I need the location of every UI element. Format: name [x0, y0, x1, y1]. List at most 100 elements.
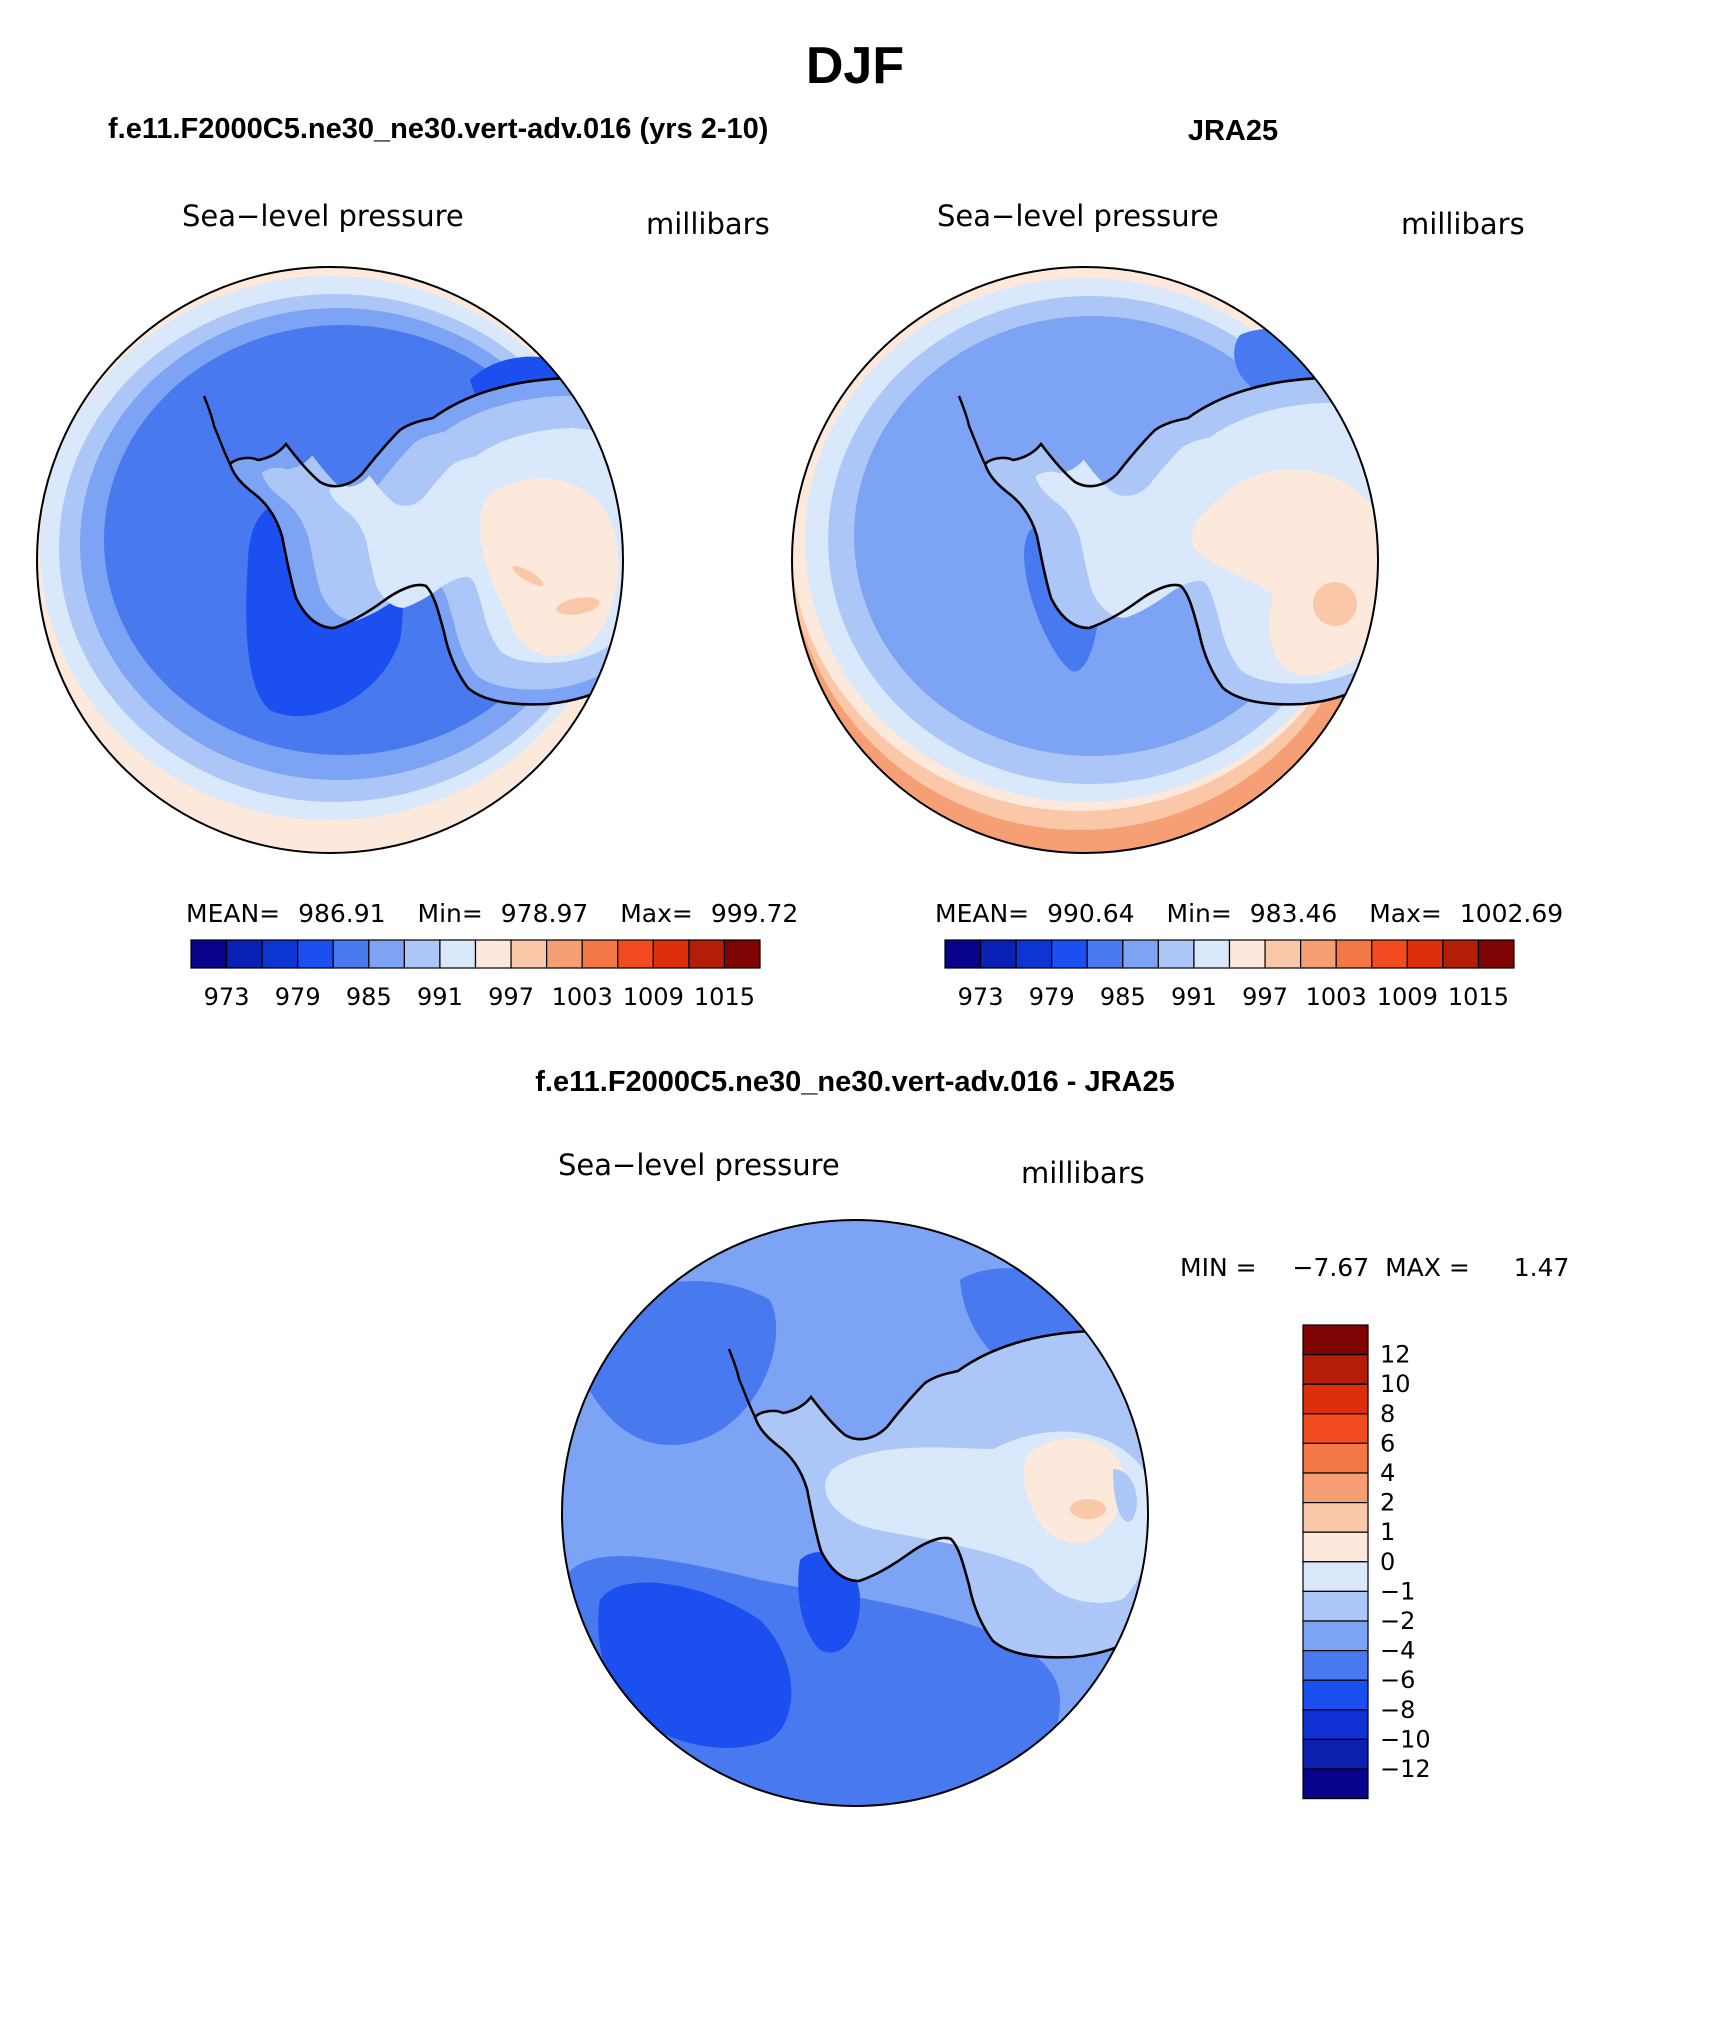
- model-colorbar-box: [225, 939, 263, 969]
- model-colorbar-box: [261, 939, 299, 969]
- obs-colorbar-box: [1300, 939, 1337, 969]
- model-colorbar-tick-label: 985: [346, 983, 392, 1011]
- obs-colorbar-tick-label: 985: [1100, 983, 1146, 1011]
- diff-colorbar-tick-label: 10: [1380, 1370, 1411, 1398]
- model-panel: Sea−level pressure millibars: [36, 199, 798, 1011]
- obs-mean-value: 990.64: [1047, 899, 1134, 928]
- model-colorbar-box: [474, 939, 512, 969]
- diff-colorbar-box: [1302, 1531, 1369, 1563]
- obs-colorbar-box: [1264, 939, 1302, 969]
- model-units-label: millibars: [646, 207, 770, 241]
- diff-colorbar-tick-label: 8: [1380, 1400, 1395, 1428]
- model-colorbar-box: [617, 939, 654, 969]
- diff-colorbar-box: [1302, 1649, 1369, 1681]
- obs-panel: Sea−level pressure millibars MEAN=: [791, 199, 1563, 1011]
- model-colorbar-box: [581, 939, 619, 969]
- model-colorbar-box: [403, 939, 441, 969]
- diff-colorbar-box: [1302, 1590, 1369, 1622]
- model-colorbar-box: [297, 939, 334, 969]
- model-colorbar-box: [510, 939, 548, 969]
- obs-colorbar-box: [1406, 939, 1444, 969]
- diff-panel: Sea−level pressure millibars MIN = −7.67: [558, 1148, 1569, 1807]
- diff-colorbar-tick-label: −12: [1380, 1755, 1431, 1783]
- diff-colorbar-box: [1302, 1738, 1369, 1770]
- obs-min-label: Min=: [1167, 899, 1232, 928]
- diff-colorbar-box: [1302, 1768, 1369, 1800]
- model-colorbar-box: [723, 939, 761, 969]
- model-colorbar-ticks: 973 979 985 991 997 1003 1009 1015: [204, 983, 755, 1011]
- diff-variable-label: Sea−level pressure: [558, 1148, 840, 1182]
- obs-colorbar-tick-label: 1003: [1306, 983, 1367, 1011]
- season-title: DJF: [806, 37, 904, 95]
- obs-colorbar-box: [1015, 939, 1053, 969]
- diff-min-value: −7.67: [1293, 1253, 1370, 1282]
- obs-units-label: millibars: [1401, 207, 1525, 241]
- diff-colorbar-tick-label: 0: [1380, 1548, 1395, 1576]
- diff-colorbar-box: [1302, 1383, 1369, 1415]
- diff-max-value: 1.47: [1514, 1253, 1570, 1282]
- obs-colorbar-tick-label: 973: [958, 983, 1004, 1011]
- obs-title: JRA25: [1188, 115, 1278, 147]
- obs-colorbar-tick-label: 979: [1029, 983, 1075, 1011]
- model-colorbar-box: [190, 939, 228, 969]
- model-colorbar-box: [652, 939, 690, 969]
- obs-colorbar-box: [1051, 939, 1088, 969]
- model-max-value: 999.72: [711, 899, 798, 928]
- model-mean-value: 986.91: [298, 899, 385, 928]
- diff-colorbar-tick-label: 6: [1380, 1429, 1395, 1457]
- obs-colorbar-tick-label: 991: [1171, 983, 1217, 1011]
- diff-colorbar-box: [1302, 1324, 1369, 1356]
- svg-text:MEAN= 986.91 Min=: MEAN= 986.91 Min= 978.97 Max= 999.72: [186, 899, 798, 928]
- diff-min-label: MIN =: [1180, 1253, 1257, 1282]
- diff-colorbar-box: [1302, 1679, 1369, 1711]
- model-colorbar-box: [546, 939, 583, 969]
- svg-text:MEAN= 990.64 Min=: MEAN= 990.64 Min= 983.46 Max= 1002.69: [935, 899, 1563, 928]
- diff-units-label: millibars: [1021, 1156, 1145, 1190]
- diff-colorbar-tick-label: −2: [1380, 1607, 1415, 1635]
- obs-colorbar-ticks: 973 979 985 991 997 1003 1009 1015: [958, 983, 1509, 1011]
- obs-colorbar-box: [1122, 939, 1159, 969]
- obs-colorbar-box: [1157, 939, 1195, 969]
- diff-colorbar-box: [1302, 1413, 1369, 1445]
- obs-colorbar-box: [944, 939, 982, 969]
- diff-title: f.e11.F2000C5.ne30_ne30.vert-adv.016 - J…: [535, 1066, 1174, 1098]
- diff-colorbar-box: [1302, 1709, 1369, 1741]
- diff-colorbar-box: [1302, 1620, 1369, 1652]
- obs-map: [792, 267, 1378, 853]
- diff-max-label: MAX =: [1385, 1253, 1470, 1282]
- obs-colorbar-box: [1442, 939, 1480, 969]
- model-variable-label: Sea−level pressure: [182, 199, 464, 233]
- svg-text:MIN = −7.67 MAX =: MIN = −7.67 MAX = 1.47: [1180, 1253, 1569, 1282]
- diff-colorbar-tick-label: −1: [1380, 1577, 1415, 1605]
- obs-colorbar-tick-label: 1009: [1377, 983, 1438, 1011]
- obs-variable-label: Sea−level pressure: [937, 199, 1219, 233]
- obs-colorbar-box: [1335, 939, 1373, 969]
- model-colorbar-tick-label: 1003: [552, 983, 613, 1011]
- obs-colorbar-box: [979, 939, 1017, 969]
- diff-colorbar-tick-label: 4: [1380, 1459, 1395, 1487]
- model-min-label: Min=: [418, 899, 483, 928]
- obs-max-label: Max=: [1369, 899, 1442, 928]
- diff-colorbar-tick-label: 1: [1380, 1518, 1395, 1546]
- diff-colorbar-tick-label: −6: [1380, 1666, 1415, 1694]
- obs-colorbar-box: [1193, 939, 1231, 969]
- obs-colorbar-tick-label: 1015: [1448, 983, 1509, 1011]
- diff-colorbar-box: [1302, 1472, 1369, 1504]
- diff-colorbar-tick-label: 12: [1380, 1341, 1411, 1369]
- diff-colorbar-box: [1302, 1353, 1369, 1385]
- obs-colorbar-tick-label: 997: [1242, 983, 1288, 1011]
- model-map: [37, 267, 623, 853]
- model-colorbar-tick-label: 979: [275, 983, 321, 1011]
- model-max-label: Max=: [620, 899, 693, 928]
- obs-colorbar: [944, 939, 1515, 969]
- model-colorbar-tick-label: 973: [204, 983, 250, 1011]
- model-colorbar-box: [439, 939, 477, 969]
- model-mean-label: MEAN=: [186, 899, 280, 928]
- diff-colorbar-tick-label: −4: [1380, 1637, 1415, 1665]
- model-colorbar-box: [332, 939, 370, 969]
- model-colorbar-tick-label: 1009: [623, 983, 684, 1011]
- model-colorbar-box: [368, 939, 405, 969]
- obs-mean-label: MEAN=: [935, 899, 1029, 928]
- obs-min-value: 983.46: [1250, 899, 1337, 928]
